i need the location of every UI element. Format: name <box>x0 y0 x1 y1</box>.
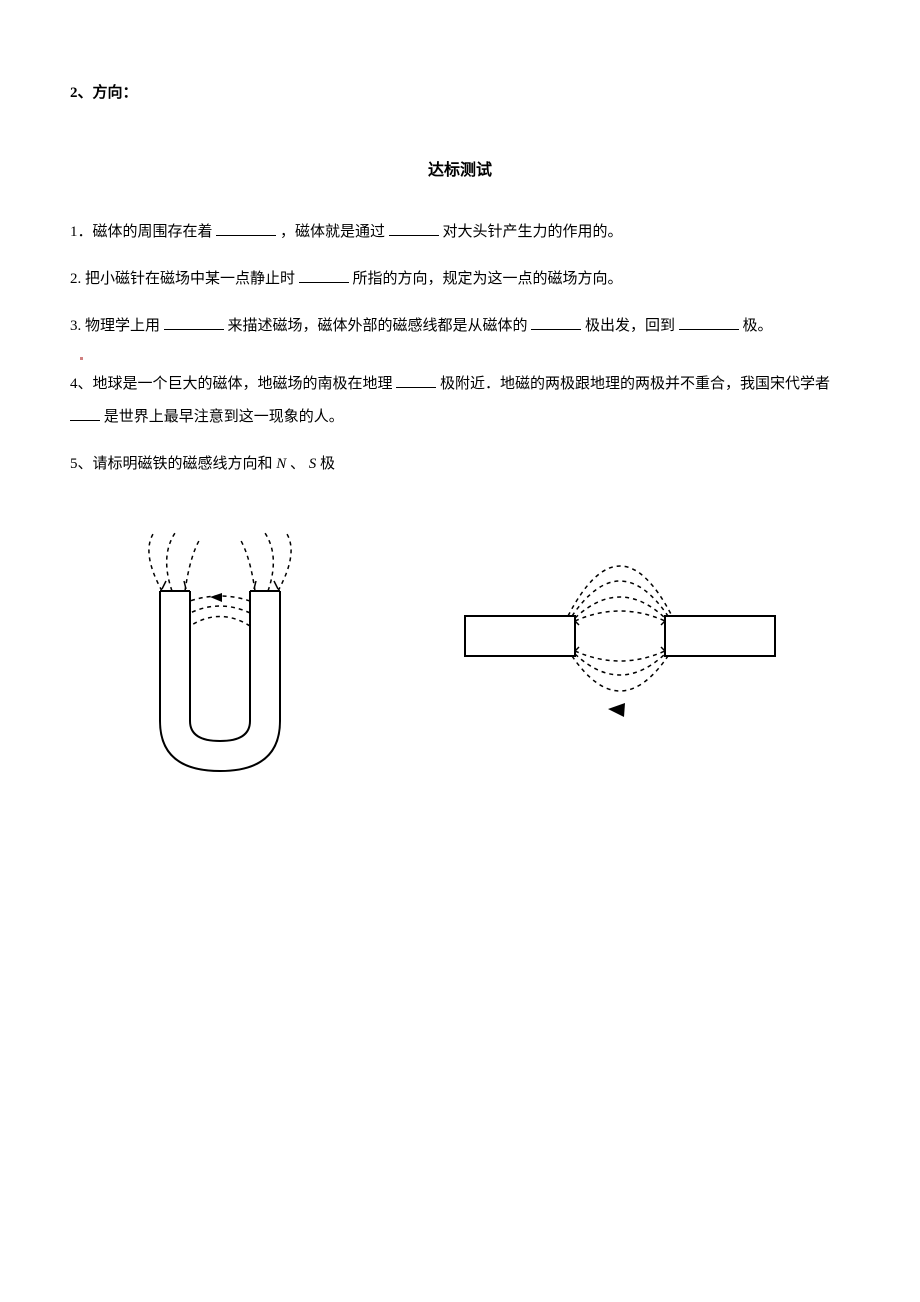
q3-text-4: 极。 <box>743 318 773 334</box>
q5-text-1: 5、请标明磁铁的磁感线方向和 <box>70 456 273 472</box>
blank-fill <box>299 268 349 283</box>
q5-s: S <box>309 456 317 472</box>
blank-fill <box>216 221 276 236</box>
question-4: 4、地球是一个巨大的磁体，地磁场的南极在地理 极附近．地磁的两极跟地理的两极并不… <box>70 368 850 434</box>
blank-fill <box>164 315 224 330</box>
q4-text-3: 是世界上最早注意到这一现象的人。 <box>104 409 344 425</box>
bar-svg <box>460 521 780 751</box>
blank-fill <box>531 315 581 330</box>
question-5: 5、请标明磁铁的磁感线方向和 N 、 S 极 <box>70 448 850 481</box>
heading-number: 2、 <box>70 80 93 107</box>
bar-magnets-diagram <box>460 521 780 761</box>
q5-sep: 、 <box>290 456 305 472</box>
q4-text-2: 极附近．地磁的两极跟地理的两极并不重合，我国宋代学者 <box>440 376 830 392</box>
blank-fill <box>389 221 439 236</box>
figures-row <box>100 521 850 791</box>
q5-text-2: 极 <box>320 456 335 472</box>
decorative-dot <box>80 357 83 360</box>
section-title: 达标测试 <box>70 157 850 186</box>
horseshoe-magnet-diagram <box>100 521 340 791</box>
heading-label: 方向： <box>93 80 138 107</box>
q2-text-2: 所指的方向，规定为这一点的磁场方向。 <box>353 271 623 287</box>
q1-text-3: 对大头针产生力的作用的。 <box>443 224 623 240</box>
q3-text-2: 来描述磁场，磁体外部的磁感线都是从磁体的 <box>228 318 528 334</box>
q3-text-1: 3. 物理学上用 <box>70 318 160 334</box>
q4-text-1: 4、地球是一个巨大的磁体，地磁场的南极在地理 <box>70 376 393 392</box>
heading-row: 2、 方向： <box>70 80 850 107</box>
blank-fill <box>679 315 739 330</box>
question-1: 1．磁体的周围存在着 ，磁体就是通过 对大头针产生力的作用的。 <box>70 216 850 249</box>
question-2: 2. 把小磁针在磁场中某一点静止时 所指的方向，规定为这一点的磁场方向。 <box>70 263 850 296</box>
q2-text-1: 2. 把小磁针在磁场中某一点静止时 <box>70 271 295 287</box>
q1-text-2: ，磁体就是通过 <box>280 224 385 240</box>
blank-fill <box>70 406 100 421</box>
horseshoe-svg <box>100 521 340 781</box>
question-3: 3. 物理学上用 来描述磁场，磁体外部的磁感线都是从磁体的 极出发，回到 极。 <box>70 310 850 343</box>
q3-text-3: 极出发，回到 <box>585 318 675 334</box>
q5-n: N <box>276 456 286 472</box>
blank-fill <box>396 373 436 388</box>
q1-text-1: 1．磁体的周围存在着 <box>70 224 213 240</box>
